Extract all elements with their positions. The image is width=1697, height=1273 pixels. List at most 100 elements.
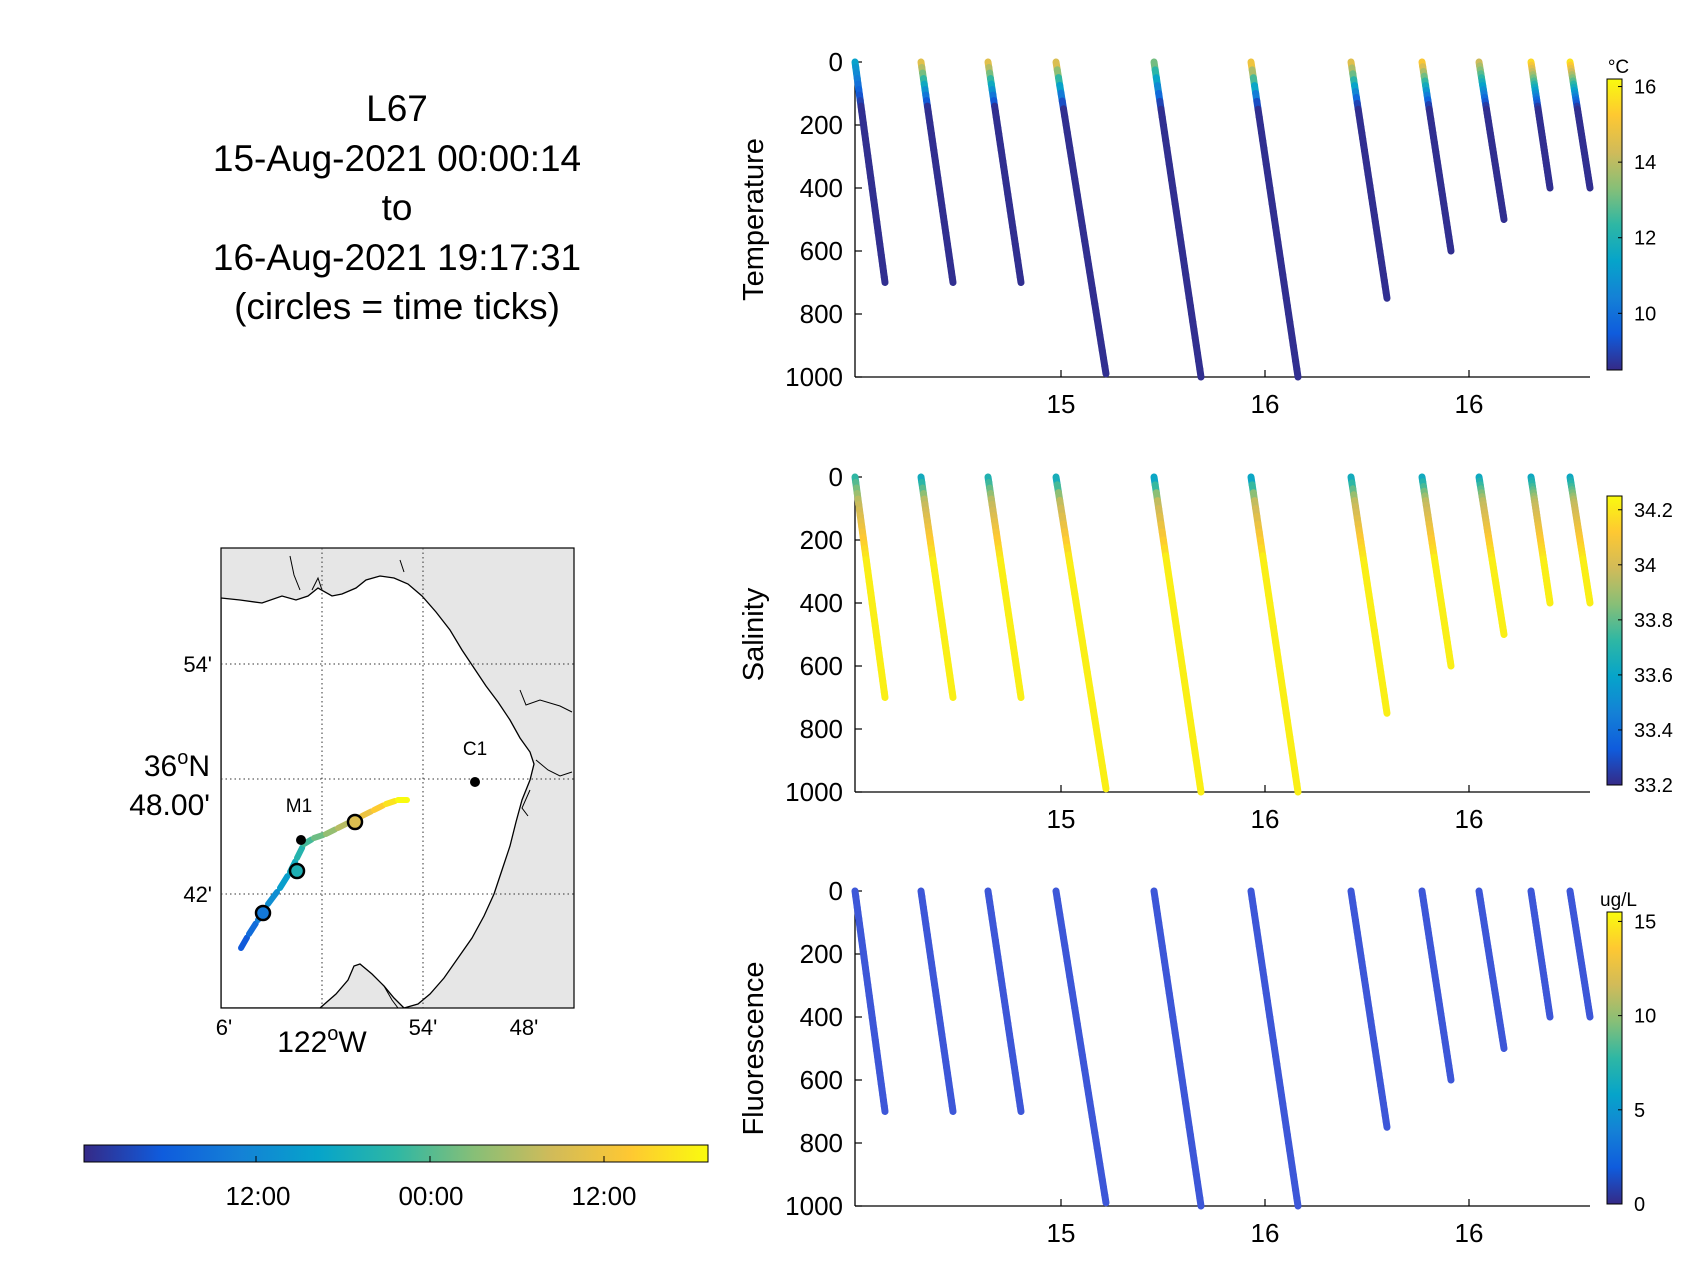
time-tick-circle (288, 862, 306, 880)
y-tick-label: 1000 (785, 362, 843, 392)
profile-segment (880, 273, 889, 286)
y-tick-label: 800 (800, 299, 843, 329)
y-tick-label: 200 (800, 939, 843, 969)
x-tick-label: 16 (1251, 389, 1280, 419)
map-lat-label-main: 36oN (144, 747, 210, 783)
colorbar-tick-label: 10 (1634, 303, 1656, 325)
colorbar-gradient (1606, 495, 1623, 786)
track-segment (277, 873, 291, 891)
track-segment (246, 920, 259, 937)
map-stations: M1 C1 (286, 739, 487, 845)
map-grid (221, 548, 574, 1008)
map-lon-label-main: 122oW (277, 1023, 367, 1059)
profile-segment (1101, 777, 1110, 793)
profile-segment (1293, 780, 1302, 796)
colorbar-tick-label: 34 (1634, 555, 1656, 577)
station-m1-marker (296, 835, 306, 845)
profile-segment (1101, 1191, 1110, 1207)
map-lat-label-minutes: 48.00' (129, 789, 210, 822)
profile-segment (880, 1102, 889, 1115)
profile-segment (1016, 273, 1025, 286)
profile-segment (1293, 1194, 1302, 1210)
time-colorbar-gradient (83, 1144, 709, 1163)
map-axis-labels: 54' 36oN 48.00' 42' 6' 122oW 54' 48' (129, 652, 538, 1059)
colorbar-unit-label: °C (1608, 57, 1629, 78)
track-segment (265, 889, 280, 907)
header-line-5: (circles = time ticks) (234, 286, 560, 327)
map-lon-label-right: 48' (510, 1015, 539, 1040)
colorbar-tick-label: 33.2 (1634, 775, 1673, 797)
colorbar-gradient (1606, 911, 1623, 1205)
fluorescence-panel: 0 200 400 600 800 1000 15 16 16 Fluorescence 0 5 10 1… (738, 876, 1656, 1248)
profile-segment (1499, 212, 1508, 223)
profile-segment (1196, 1194, 1205, 1210)
map-lat-label-bottom: 42' (183, 882, 212, 907)
map-bay-water (221, 575, 535, 1008)
header-line-3: to (382, 187, 413, 228)
colorbar-tick-label: 16 (1634, 77, 1656, 99)
profile-segment (1016, 688, 1025, 701)
header-text: L67 15-Aug-2021 00:00:14 to 16-Aug-2021 … (213, 88, 581, 327)
y-tick-label: 600 (800, 651, 843, 681)
header-line-2: 15-Aug-2021 00:00:14 (213, 138, 581, 179)
colorbar-tick-label: 10 (1634, 1006, 1656, 1028)
profile-segment (1499, 627, 1508, 638)
colorbar-tick-label: 15 (1634, 911, 1656, 933)
y-tick-label: 1000 (785, 777, 843, 807)
map-coast-detail (289, 555, 573, 1008)
map-frame (220, 547, 575, 1009)
y-tick-label: 0 (829, 876, 843, 906)
profile-segment (1446, 657, 1455, 670)
track-segment (301, 836, 315, 847)
profile-segment (880, 688, 889, 701)
x-tick-label: 16 (1251, 804, 1280, 834)
profile-segment (1382, 1117, 1391, 1131)
track-segment (311, 832, 326, 841)
x-tick-label: 16 (1455, 1218, 1484, 1248)
profile-segment (948, 688, 957, 701)
x-tick-label: 15 (1047, 804, 1076, 834)
colorbar-tick-label: 5 (1634, 1100, 1645, 1122)
glider-track (238, 797, 410, 951)
colorbar-tick-label: 33.8 (1634, 610, 1673, 632)
salinity-panel: 0 200 400 600 800 1000 15 16 16 Salinity 33.2 33.4 3… (738, 462, 1673, 834)
station-m1-label: M1 (286, 796, 312, 817)
y-axis-label: Fluorescence (738, 961, 770, 1135)
colorbar-unit-label: ug/L (1600, 890, 1637, 911)
profile-segment (1196, 365, 1205, 381)
y-tick-label: 200 (800, 525, 843, 555)
y-tick-label: 600 (800, 1065, 843, 1095)
time-colorbar-tick-2: 00:00 (398, 1181, 463, 1211)
colorbar-gradient (1606, 78, 1623, 371)
header-line-4: 16-Aug-2021 19:17:31 (213, 237, 581, 278)
profile-segment (948, 273, 957, 286)
colorbar-tick-label: 12 (1634, 228, 1656, 250)
time-tick-circle (346, 813, 364, 831)
profile-segment (1196, 780, 1205, 796)
time-tick-circle (254, 904, 272, 922)
colorbar-tick-label: 33.4 (1634, 720, 1673, 742)
y-tick-label: 1000 (785, 1191, 843, 1221)
profile-segment (1101, 362, 1110, 378)
track-segment (238, 934, 250, 951)
profile-segment (948, 1102, 957, 1115)
y-tick-label: 0 (829, 462, 843, 492)
colorbar-tick-label: 33.6 (1634, 665, 1673, 687)
y-tick-label: 800 (800, 714, 843, 744)
y-tick-label: 0 (829, 47, 843, 77)
y-tick-label: 400 (800, 1002, 843, 1032)
profile-segment (1586, 181, 1594, 192)
station-c1-label: C1 (463, 739, 487, 760)
y-tick-label: 600 (800, 236, 843, 266)
x-tick-label: 16 (1455, 804, 1484, 834)
profile-segment (1016, 1102, 1025, 1115)
y-axis-label: Temperature (738, 138, 770, 301)
time-colorbar-tick-1: 12:00 (225, 1181, 290, 1211)
profile-segment (1586, 1010, 1594, 1021)
track-segment (294, 844, 306, 861)
x-tick-label: 15 (1047, 389, 1076, 419)
y-tick-label: 200 (800, 110, 843, 140)
map-panel: M1 C1 54' 36oN 48.00' 42' 6' 122oW 54' 4… (129, 547, 575, 1059)
track-segment (335, 820, 350, 831)
time-colorbar-tick-3: 12:00 (571, 1181, 636, 1211)
